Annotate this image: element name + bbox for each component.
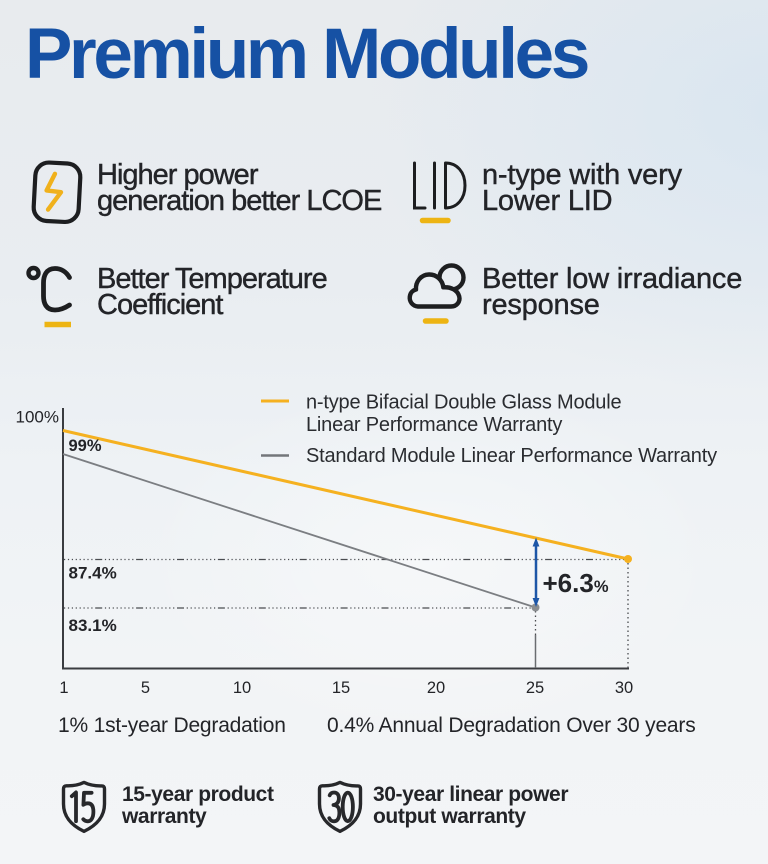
- svg-text:n-type Bifacial Double Glass M: n-type Bifacial Double Glass Module: [306, 392, 621, 414]
- svg-text:100%: 100%: [16, 408, 59, 427]
- svg-text:20: 20: [427, 679, 445, 697]
- svg-text:25: 25: [526, 679, 544, 697]
- svg-text:5: 5: [141, 679, 150, 697]
- svg-text:15: 15: [332, 679, 350, 697]
- svg-text:83.1%: 83.1%: [69, 616, 117, 635]
- svg-text:Linear Performance Warranty: Linear Performance Warranty: [306, 414, 562, 436]
- svg-text:Standard Module Linear Perform: Standard Module Linear Performance Warra…: [306, 445, 717, 467]
- svg-text:10: 10: [233, 679, 251, 697]
- svg-text:99%: 99%: [69, 437, 102, 455]
- svg-text:1: 1: [59, 679, 68, 697]
- svg-text:+6.3%: +6.3%: [543, 568, 609, 598]
- svg-text:87.4%: 87.4%: [69, 564, 117, 583]
- svg-text:30: 30: [615, 679, 633, 697]
